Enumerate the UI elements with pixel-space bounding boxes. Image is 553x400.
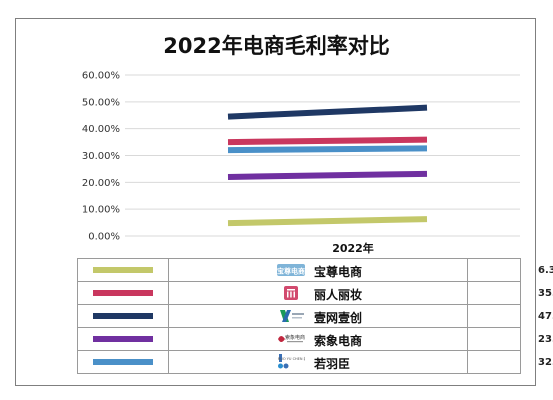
y-tick-label: 30.00% xyxy=(82,151,120,162)
legend-row: 丽人丽妆 35.90% xyxy=(77,281,553,305)
yiwang-logo-icon xyxy=(280,310,304,322)
series-line-1 xyxy=(227,216,428,227)
legend-series-name: 丽人丽妆 xyxy=(314,288,363,302)
legend-swatch xyxy=(93,289,153,296)
legend-name-cell: 宝尊电商 宝尊电商 xyxy=(168,258,468,282)
legend-swatch-cell xyxy=(77,304,169,328)
legend-series-name: 壹网壹创 xyxy=(314,311,363,325)
svg-text:宝尊电商: 宝尊电商 xyxy=(277,267,305,276)
svg-text:RUO YU CHEN 若羽臣: RUO YU CHEN 若羽臣 xyxy=(278,356,305,361)
legend-swatch-cell xyxy=(77,258,169,282)
y-tick-label: 50.00% xyxy=(82,97,120,108)
y-tick-label: 20.00% xyxy=(82,178,120,189)
ruoyuchen-logo-icon: RUO YU CHEN 若羽臣 xyxy=(278,354,305,369)
legend-swatch xyxy=(93,266,153,273)
legend-swatch-cell xyxy=(77,281,169,305)
suoxiang-logo-icon: 索象电商 xyxy=(278,334,305,343)
y-tick-label: 60.00% xyxy=(82,71,120,82)
y-tick-label: 10.00% xyxy=(82,205,120,216)
chart-title: 2022年电商毛利率对比 xyxy=(163,34,390,58)
legend-series-name: 宝尊电商 xyxy=(314,265,363,279)
y-tick-label: 0.00% xyxy=(88,232,120,243)
legend-value: 6.31% xyxy=(467,258,553,282)
series-line-2 xyxy=(227,136,428,146)
y-tick-label: 40.00% xyxy=(82,124,120,135)
series-line-5 xyxy=(227,145,428,154)
x-category-label: 2022年 xyxy=(332,241,374,255)
legend-value: 47.83% xyxy=(467,304,553,328)
legend-swatch xyxy=(93,335,153,342)
liren-logo-icon xyxy=(284,286,298,300)
legend-row: 壹网壹创 47.83% xyxy=(77,304,553,328)
legend-row: RUO YU CHEN 若羽臣 若羽臣 32.65% xyxy=(77,350,553,374)
legend-value: 35.90% xyxy=(467,281,553,305)
series-line-4 xyxy=(227,170,428,180)
legend-series-name: 若羽臣 xyxy=(314,357,351,371)
legend-swatch-cell xyxy=(77,327,169,351)
baozun-logo-icon: 宝尊电商 xyxy=(277,264,305,276)
legend-value: 23.17% xyxy=(467,327,553,351)
svg-text:索象电商: 索象电商 xyxy=(285,334,305,341)
series-line-3 xyxy=(227,104,428,120)
legend-swatch xyxy=(93,358,153,365)
legend-name-cell: RUO YU CHEN 若羽臣 若羽臣 xyxy=(168,350,468,374)
legend-series-name: 索象电商 xyxy=(314,334,363,348)
legend-swatch-cell xyxy=(77,350,169,374)
legend-name-cell: 丽人丽妆 xyxy=(168,281,468,305)
legend-value: 32.65% xyxy=(467,350,553,374)
legend-name-cell: 索象电商 索象电商 xyxy=(168,327,468,351)
legend-name-cell: 壹网壹创 xyxy=(168,304,468,328)
legend-swatch xyxy=(93,312,153,319)
